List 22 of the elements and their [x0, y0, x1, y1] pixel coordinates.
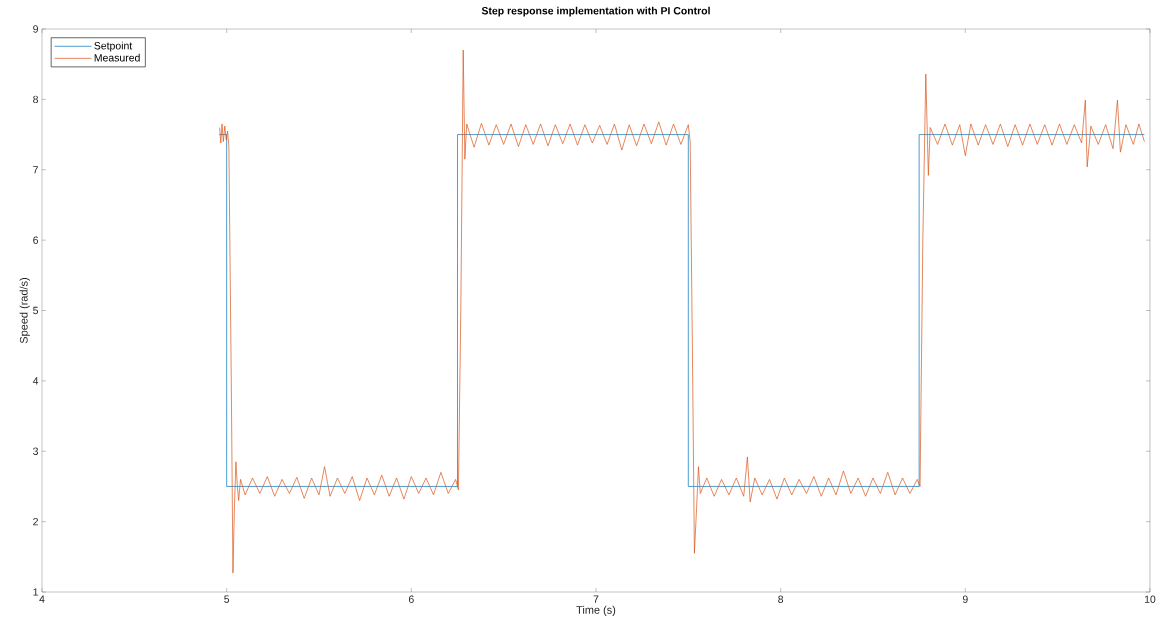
x-tick-label: 7: [593, 595, 599, 603]
y-tick-label: 4: [32, 377, 39, 385]
y-tick-label: 3: [33, 447, 39, 455]
x-axis-title: Time (s): [576, 605, 616, 616]
x-tick-label: 6: [408, 595, 414, 603]
x-tick-label: 8: [778, 595, 784, 603]
y-tick-label: 7: [33, 166, 38, 174]
y-tick-label: 5: [33, 306, 39, 315]
x-tick-label: 5: [224, 595, 230, 603]
y-tick-label: 1: [33, 588, 38, 596]
y-tick-label: 2: [33, 517, 38, 526]
y-tick-label: 6: [33, 236, 39, 244]
y-tick-label: 8: [33, 95, 39, 104]
legend-label: Measured: [94, 53, 140, 62]
line-series: [219, 49, 1145, 574]
chart-title: Step response implementation with PI Control: [481, 6, 710, 17]
y-axis-title: Speed (rad/s): [19, 278, 30, 344]
x-tick-label: 10: [1144, 595, 1156, 603]
x-tick-label: 9: [962, 595, 968, 603]
y-tick-label: 9: [33, 25, 38, 33]
x-tick-label: 4: [39, 595, 45, 603]
legend-label: Setpoint: [94, 41, 133, 52]
